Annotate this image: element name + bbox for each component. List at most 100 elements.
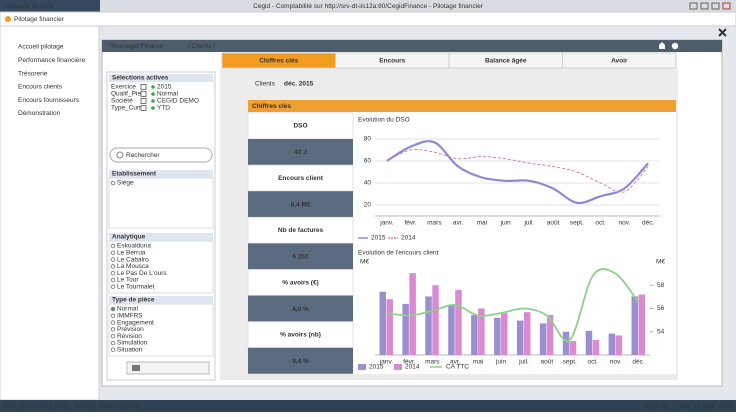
group-item[interactable]: Normal xyxy=(117,306,139,313)
app-bar xyxy=(0,0,100,12)
sidebar-item[interactable]: Trésorerie xyxy=(18,70,48,77)
radio[interactable] xyxy=(110,243,116,249)
x-tick-label: août xyxy=(541,359,554,366)
radio[interactable] xyxy=(110,313,116,319)
filter-value: CEGID DEMO xyxy=(157,98,199,105)
help-icon[interactable] xyxy=(671,42,679,50)
tab-label[interactable]: Encours xyxy=(379,58,405,65)
radio[interactable] xyxy=(110,284,116,290)
radio[interactable] xyxy=(110,264,116,269)
x-tick-label: déc. xyxy=(642,220,654,227)
checkbox[interactable] xyxy=(140,105,147,111)
line-series xyxy=(386,268,640,342)
window-control[interactable] xyxy=(689,2,698,10)
filter-value: 2015 xyxy=(157,84,172,91)
group-item[interactable]: La Mousca xyxy=(117,263,149,270)
bar xyxy=(471,315,478,355)
group-item[interactable]: Le Berrua xyxy=(117,250,146,257)
x-tick-label: nov. xyxy=(610,359,622,366)
radio[interactable] xyxy=(110,306,116,312)
x-tick-label: janv. xyxy=(379,220,393,227)
x-tick-label: mai xyxy=(477,220,487,227)
filter-value: YTD xyxy=(157,105,170,112)
checkbox[interactable] xyxy=(140,91,147,97)
radio[interactable] xyxy=(110,320,116,325)
bar xyxy=(478,308,485,355)
path: / Clients / xyxy=(188,43,215,50)
line-series xyxy=(386,140,649,205)
y-tick-label: 20 xyxy=(364,202,372,209)
group-item[interactable]: Prévision xyxy=(117,326,144,333)
x-tick-label: juil. xyxy=(523,220,534,227)
x-tick-label: févr. xyxy=(404,220,416,227)
checkbox[interactable] xyxy=(140,98,147,104)
home-icon[interactable] xyxy=(659,42,665,49)
close-icon[interactable] xyxy=(718,28,727,37)
group-item[interactable]: Le Tourmalet xyxy=(117,284,155,291)
kpi-label-cell xyxy=(247,216,354,244)
radio[interactable] xyxy=(110,333,116,339)
print-button[interactable] xyxy=(126,361,210,375)
x-tick-label: juin xyxy=(500,220,512,227)
tab[interactable] xyxy=(562,52,677,69)
tab-label[interactable]: Pilotage financier xyxy=(14,16,65,23)
legend-label: 2014 xyxy=(405,364,420,371)
tab-label[interactable]: Balance âgée xyxy=(485,58,527,65)
group-item[interactable]: Siège xyxy=(117,180,134,187)
sidebar-item[interactable]: Accueil pilotage xyxy=(18,44,64,51)
group-header xyxy=(109,296,213,304)
radio[interactable] xyxy=(110,327,116,332)
sidebar-item[interactable]: Performance financière xyxy=(18,57,86,64)
kpi-label: % avoirs (€) xyxy=(282,279,319,286)
group-item[interactable]: Le Pas De L'ours xyxy=(117,270,167,277)
tab-label[interactable]: Chiffres clés xyxy=(259,58,298,65)
radio[interactable] xyxy=(110,257,116,262)
kpi-value-cell xyxy=(248,243,353,270)
radio[interactable] xyxy=(110,347,116,353)
window-control[interactable] xyxy=(700,2,709,10)
group-item[interactable]: IMMFRS xyxy=(117,313,143,320)
axis-label: M€ xyxy=(360,259,369,266)
radio[interactable] xyxy=(110,180,116,186)
window-title: Cegid - Comptabilité sur http://srv-dt-i… xyxy=(253,3,484,10)
window-control[interactable] xyxy=(711,2,720,10)
group-header xyxy=(109,170,213,178)
checkbox[interactable] xyxy=(140,84,147,90)
legend-swatch xyxy=(358,364,366,370)
group-list xyxy=(108,177,214,229)
group-header xyxy=(109,233,213,241)
x-tick-label: mars xyxy=(425,359,440,366)
radio[interactable] xyxy=(110,270,116,276)
radio[interactable] xyxy=(110,277,116,283)
kpi-value: 6,4 M€ xyxy=(291,201,311,208)
x-tick-label: juil. xyxy=(518,359,529,366)
bar xyxy=(585,330,593,355)
radio[interactable] xyxy=(110,340,116,346)
group-item[interactable]: Simulation xyxy=(117,340,148,347)
group-item[interactable]: Le Cabalro xyxy=(117,256,149,263)
kpi-label: Nb de factures xyxy=(278,227,324,234)
group-item[interactable]: Révision xyxy=(117,333,142,340)
group-list xyxy=(108,303,214,357)
group-item[interactable]: Situation xyxy=(117,347,143,354)
group-item[interactable]: Le Tour xyxy=(117,277,139,284)
bar xyxy=(455,289,462,355)
filter-title: Sélections actives xyxy=(112,75,169,82)
bar xyxy=(539,323,547,355)
search-box[interactable] xyxy=(109,147,213,163)
tab-label[interactable]: Avoir xyxy=(611,58,628,65)
sidebar-item[interactable]: Démonstration xyxy=(18,110,61,117)
chart-title: Evolution du DSO xyxy=(358,117,410,124)
group-item[interactable]: Eskualduna xyxy=(117,243,151,250)
window-control[interactable] xyxy=(722,2,731,10)
sidebar-item[interactable]: Encours clients xyxy=(18,84,63,91)
status-bar xyxy=(0,400,736,412)
search-icon xyxy=(116,151,124,159)
group-item[interactable]: Engagement xyxy=(117,319,154,326)
sidebar-item[interactable]: Encours fournisseurs xyxy=(18,97,80,104)
kpi-value: 6 251 xyxy=(292,254,309,261)
radio[interactable] xyxy=(110,250,116,256)
filter-key: Type_Cumu xyxy=(111,105,146,112)
filter-key: Société xyxy=(111,98,133,105)
